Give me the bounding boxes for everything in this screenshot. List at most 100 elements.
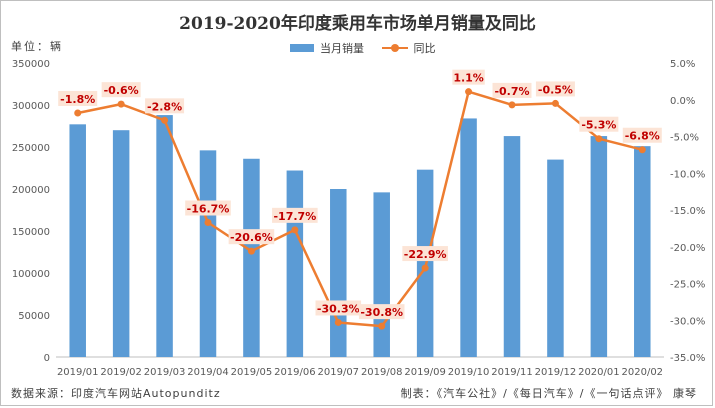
yoy-point [465,88,473,96]
y-right-tick-label: -5.0% [670,133,699,144]
y-right-tick-label: 0.0% [670,96,695,107]
yoy-data-label: -30.8% [360,306,403,319]
legend-sales-label: 当月销量 [320,42,364,55]
x-tick-label: 2019/02 [100,367,142,378]
yoy-point [247,247,255,255]
y-right-tick-label: -30.0% [670,316,705,327]
yoy-label-bg [402,246,448,262]
yoy-data-label: -2.8% [147,100,182,113]
y-left-tick-label: 0 [44,353,50,364]
legend-line-swatch [381,44,408,52]
bar [634,146,651,357]
bar [156,115,173,357]
yoy-label-bg [145,98,185,114]
x-tick-label: 2019/01 [57,367,99,378]
legend-item-sales: 当月销量 [290,40,364,56]
yoy-label-bg [101,82,141,98]
yoy-data-label: -17.7% [273,210,316,223]
x-tick-label: 2020/02 [622,367,664,378]
y-left-tick-label: 350000 [12,59,50,70]
legend: 当月销量 同比 [290,40,450,56]
x-tick-label: 2019/10 [448,367,490,378]
yoy-data-label: -22.9% [404,248,447,261]
legend-item-yoy: 同比 [381,40,436,56]
yoy-data-label: -5.3% [581,119,616,132]
yoy-data-label: -16.7% [187,202,230,215]
y-right-tick-label: -20.0% [670,243,705,254]
yoy-point [161,116,169,124]
y-left-tick-label: 250000 [12,143,50,154]
x-tick-label: 2019/11 [491,367,533,378]
yoy-line [77,90,643,328]
yoy-label-bg [58,90,98,106]
y-left-tick-label: 300000 [12,101,50,112]
bar [112,130,130,357]
yoy-label-bg [185,200,231,216]
legend-yoy-label: 同比 [413,42,436,55]
yoy-point [74,109,82,117]
yoy-point [508,101,516,109]
yoy-point [291,226,299,234]
yoy-data-label: -30.3% [317,302,360,315]
yoy-point [378,322,386,330]
y-left-tick-label: 50000 [18,311,50,322]
yoy-data-label: 1.1% [453,72,484,85]
yoy-data-label: -6.8% [625,130,660,143]
bar [460,118,477,357]
x-tick-label: 2019/06 [274,367,316,378]
yoy-point [204,218,212,226]
y-right-tick-label: -25.0% [670,280,705,291]
yoy-point [638,146,646,154]
y-right-tick-label: -35.0% [670,353,705,364]
yoy-data-label: -0.6% [104,84,139,97]
y-left-tick-label: 150000 [12,227,50,238]
chart-title: 2019-2020年印度乘用车市场单月销量及同比 [179,14,536,34]
y-right-tick-label: -15.0% [670,206,705,217]
yoy-label-bg [492,82,532,98]
yoy-point [551,99,559,107]
x-tick-label: 2019/04 [187,367,229,378]
author-note: 制表：《汽车公社》/《每日汽车》/《一句话点评》 康琴 [400,387,697,400]
yoy-label-bg [272,207,318,223]
x-tick-label: 2019/03 [144,367,186,378]
x-tick-label: 2019/09 [404,367,446,378]
bar [503,136,521,357]
yoy-label-bg [535,81,575,97]
legend-bar-swatch [290,44,314,52]
y-right-tick-label: -10.0% [670,169,705,180]
yoy-data-label: -1.8% [60,93,95,106]
yoy-label-bg [452,69,485,85]
bar [243,158,260,357]
y-right-tick-label: 5.0% [670,59,695,70]
y-left-tick-label: 100000 [12,269,50,280]
x-tick-label: 2019/08 [361,367,403,378]
bar [547,159,564,357]
data-source-note: 数据来源：印度汽车网站Autopunditz [11,387,221,400]
yoy-label-bg [228,229,275,245]
bar [330,189,347,357]
unit-label: 单位：辆 [11,40,63,53]
bar [590,136,608,357]
yoy-data-label: -0.5% [538,83,573,96]
bar [286,170,304,357]
yoy-point [595,135,603,143]
x-tick-label: 2019/05 [231,367,273,378]
yoy-label-bg [315,300,362,316]
yoy-label-bg [622,127,662,143]
yoy-label-bg [358,304,405,320]
x-tick-label: 2019/07 [318,367,360,378]
x-tick-label: 2020/01 [578,367,620,378]
yoy-data-label: -0.7% [494,85,529,98]
yoy-data-label: -20.6% [230,231,273,244]
yoy-label-bg [579,116,619,132]
x-tick-label: 2019/12 [535,367,577,378]
bar [373,192,390,357]
yoy-point [334,318,342,326]
yoy-point [421,264,429,272]
bar [69,124,86,357]
bar [199,150,217,357]
y-left-tick-label: 200000 [12,185,50,196]
yoy-point [117,100,125,108]
